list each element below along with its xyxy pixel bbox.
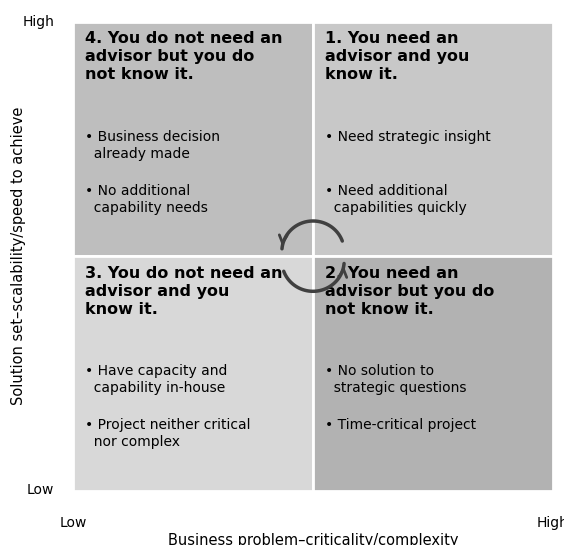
Text: Low: Low bbox=[60, 516, 87, 530]
Text: • Have capacity and
  capability in-house: • Have capacity and capability in-house bbox=[85, 364, 228, 395]
Text: • Project neither critical
  nor complex: • Project neither critical nor complex bbox=[85, 418, 251, 449]
Text: • Business decision
  already made: • Business decision already made bbox=[85, 130, 221, 161]
Text: 1. You need an
advisor and you
know it.: 1. You need an advisor and you know it. bbox=[325, 31, 469, 82]
Text: Low: Low bbox=[27, 483, 54, 498]
Bar bbox=[73, 22, 313, 256]
Text: • Need additional
  capabilities quickly: • Need additional capabilities quickly bbox=[325, 184, 467, 215]
Text: High: High bbox=[22, 15, 54, 29]
Text: • No additional
  capability needs: • No additional capability needs bbox=[85, 184, 208, 215]
Text: • Time-critical project: • Time-critical project bbox=[325, 418, 476, 432]
Bar bbox=[313, 22, 553, 256]
Text: 3. You do not need an
advisor and you
know it.: 3. You do not need an advisor and you kn… bbox=[85, 265, 283, 317]
Text: High: High bbox=[537, 516, 564, 530]
Text: • No solution to
  strategic questions: • No solution to strategic questions bbox=[325, 364, 466, 395]
Bar bbox=[313, 256, 553, 490]
Text: 4. You do not need an
advisor but you do
not know it.: 4. You do not need an advisor but you do… bbox=[85, 31, 283, 82]
Text: • Need strategic insight: • Need strategic insight bbox=[325, 130, 491, 143]
Text: 2. You need an
advisor but you do
not know it.: 2. You need an advisor but you do not kn… bbox=[325, 265, 495, 317]
Text: Business problem–criticality/complexity: Business problem–criticality/complexity bbox=[168, 532, 459, 545]
Bar bbox=[73, 256, 313, 490]
Text: Solution set–scalability/speed to achieve: Solution set–scalability/speed to achiev… bbox=[11, 107, 26, 405]
